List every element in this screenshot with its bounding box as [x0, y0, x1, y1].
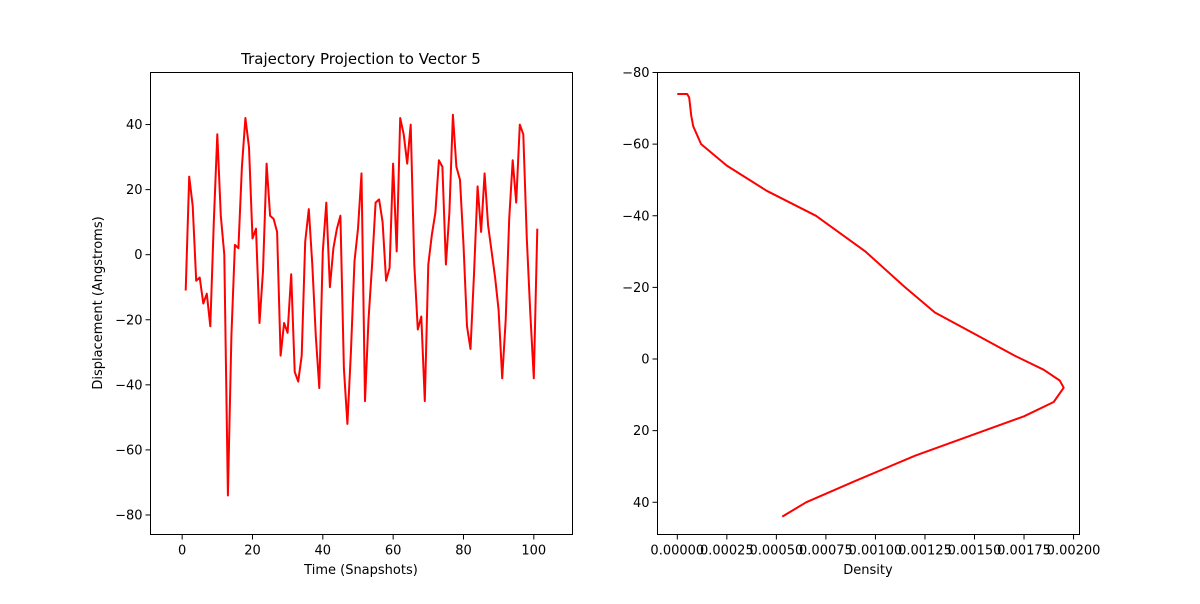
right-x-tick-label: 0.00125: [898, 544, 952, 559]
right-y-tick-label: −40: [622, 209, 649, 224]
left-x-tick-label: 20: [244, 544, 261, 559]
right-y-ticks: −80 −60 −40 −20 0 20 40: [622, 66, 658, 511]
right-x-ticks: 0.000000.000250.000500.000750.001000.001…: [650, 534, 1101, 559]
left-x-tick-label: 0: [178, 544, 186, 559]
left-y-tick-label: −80: [115, 508, 142, 523]
left-x-axis-label: Time (Snapshots): [303, 563, 418, 578]
right-plot-frame: [657, 72, 1080, 535]
right-x-tick-label: 0.00050: [749, 544, 803, 559]
right-y-tick-label: −20: [622, 281, 649, 296]
right-series-line: [677, 93, 1065, 518]
right-x-tick-label: 0.00075: [799, 544, 853, 559]
right-x-axis-label: Density: [843, 563, 893, 578]
chart-title: Trajectory Projection to Vector 5: [240, 50, 481, 68]
left-series-line: [184, 113, 539, 497]
left-y-tick-label: −40: [115, 378, 142, 393]
right-y-tick-label: 40: [633, 496, 650, 511]
left-y-axis-label: Displacement (Angstroms): [91, 216, 106, 389]
right-y-tick-label: 20: [633, 424, 650, 439]
right-x-tick-label: 0.00000: [650, 544, 704, 559]
left-x-ticks: 0 20 40 60 80 100: [178, 534, 546, 559]
right-x-tick-label: 0.00150: [948, 544, 1002, 559]
left-x-tick-label: 40: [315, 544, 332, 559]
right-y-tick-label: −60: [622, 138, 649, 153]
right-y-tick-label: 0: [641, 353, 649, 368]
right-series-group: [677, 93, 1065, 518]
left-x-tick-label: 60: [385, 544, 402, 559]
left-y-tick-label: −60: [115, 443, 142, 458]
left-x-tick-label: 100: [521, 544, 546, 559]
left-plot-frame: [150, 72, 573, 535]
right-x-tick-label: 0.00100: [849, 544, 903, 559]
right-x-tick-label: 0.00025: [700, 544, 754, 559]
chart-trajectory: Trajectory Projection to Vector 5 0 20 40 6…: [91, 50, 573, 578]
left-y-tick-label: 20: [126, 183, 143, 198]
left-series-group: [184, 113, 539, 497]
left-y-ticks: −80 −60 −40 −20 0 20 40: [115, 118, 151, 523]
left-y-tick-label: −20: [115, 313, 142, 328]
right-x-tick-label: 0.00200: [1047, 544, 1101, 559]
chart-density: 0.000000.000250.000500.000750.001000.001…: [622, 66, 1100, 578]
left-x-tick-label: 80: [455, 544, 472, 559]
left-y-tick-label: 40: [126, 118, 143, 133]
right-x-tick-label: 0.00175: [997, 544, 1051, 559]
right-y-tick-label: −80: [622, 66, 649, 81]
left-y-tick-label: 0: [134, 248, 142, 263]
